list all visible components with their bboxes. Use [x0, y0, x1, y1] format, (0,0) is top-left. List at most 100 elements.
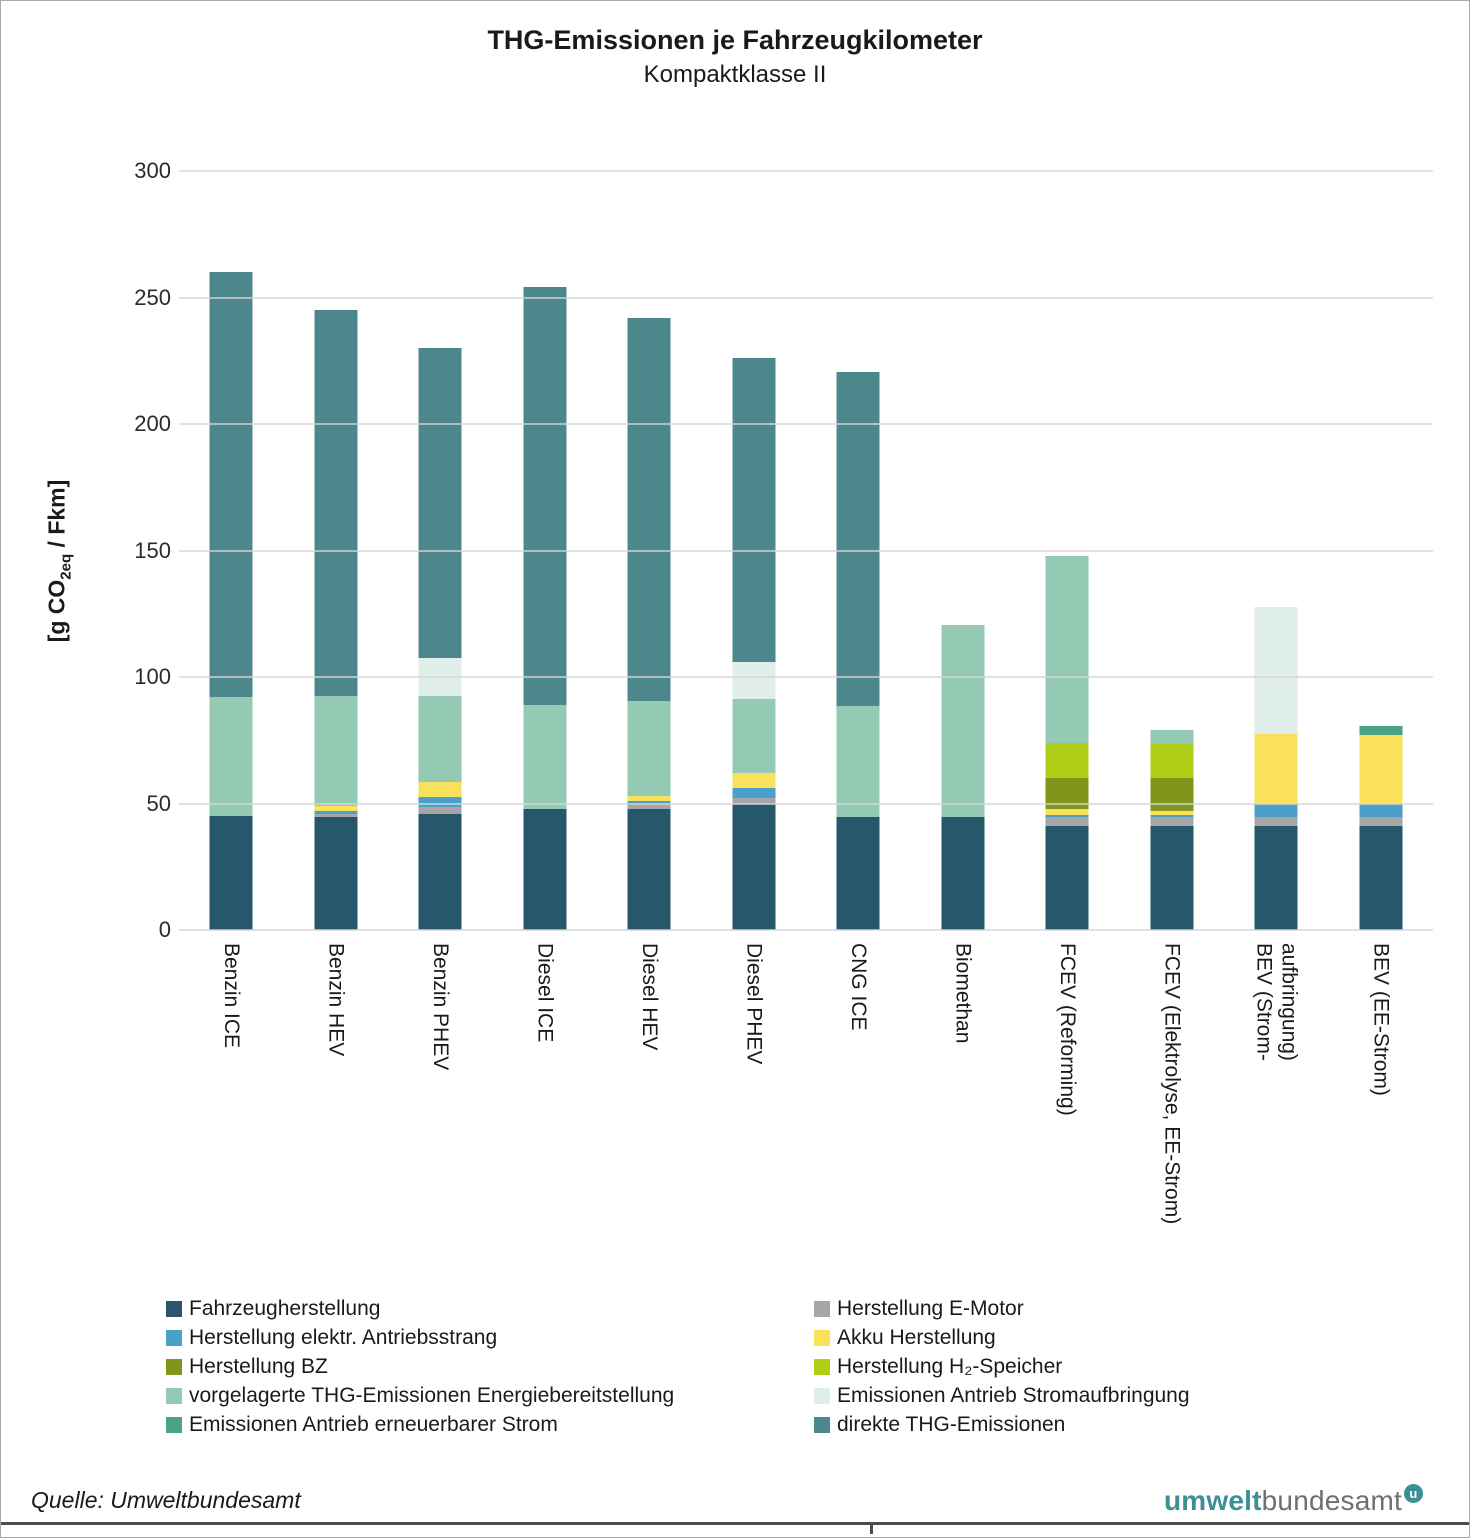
- bar-segment: [418, 813, 462, 930]
- bar-segment: [418, 782, 462, 798]
- bar-slot: [179, 171, 284, 930]
- bar-segment: [418, 797, 462, 808]
- legend-item: direkte THG-Emissionen: [814, 1410, 1190, 1439]
- x-axis-label: Benzin HEV: [324, 943, 348, 1057]
- bar-segment: [941, 817, 985, 930]
- bar-segment: [1359, 817, 1403, 827]
- bar-segment: [209, 816, 253, 930]
- bar-segment: [836, 706, 880, 818]
- bar-segment: [209, 272, 253, 698]
- bar-segment: [1359, 726, 1403, 736]
- x-axis-label: Benzin PHEV: [428, 943, 452, 1071]
- bar-slot: [1120, 171, 1225, 930]
- bar-segment: [1150, 817, 1194, 827]
- bar-segment: [1045, 742, 1089, 779]
- bar-segment: [627, 701, 671, 796]
- stacked-bar-10: [1150, 730, 1194, 930]
- bar-segment: [1045, 778, 1089, 809]
- x-axis-label: Benzin ICE: [219, 943, 243, 1049]
- y-tick-label-250: 250: [134, 284, 171, 310]
- legend-swatch-icon: [166, 1387, 182, 1404]
- logo-u-badge-icon: u: [1404, 1484, 1423, 1503]
- legend-label: Emissionen Antrieb erneuerbarer Strom: [189, 1412, 558, 1436]
- x-axis-label: Diesel ICE: [533, 943, 557, 1043]
- legend-item: Herstellung elektr. Antriebsstrang: [166, 1323, 814, 1352]
- legend-item: Akku Herstellung: [814, 1323, 1190, 1352]
- bar-segment: [1150, 744, 1194, 779]
- bar-segment: [941, 625, 985, 818]
- chart-title: THG-Emissionen je Fahrzeugkilometer: [487, 25, 983, 55]
- bar-segment: [732, 698, 776, 774]
- bar-slot: [1329, 171, 1434, 930]
- umweltbundesamt-logo: umweltbundesamt u: [1164, 1484, 1423, 1517]
- bar-segment: [1254, 607, 1298, 734]
- bar-segment: [209, 697, 253, 817]
- legend-swatch-icon: [166, 1358, 182, 1375]
- bar-segment: [1254, 817, 1298, 827]
- legend-item: Emissionen Antrieb erneuerbarer Strom: [166, 1410, 814, 1439]
- legend-item: vorgelagerte THG-Emissionen Energieberei…: [166, 1381, 814, 1410]
- legend-label: Herstellung H₂-Speicher: [837, 1354, 1063, 1378]
- bar-segment: [1254, 826, 1298, 930]
- bar-segment: [523, 704, 567, 809]
- bottom-border-tick: [870, 1522, 873, 1534]
- legend-swatch-icon: [814, 1329, 830, 1346]
- bar-segment: [836, 372, 880, 707]
- legend-swatch-icon: [166, 1300, 182, 1317]
- legend-label: direkte THG-Emissionen: [837, 1412, 1066, 1436]
- bar-segment: [1045, 555, 1089, 743]
- chart-subtitle: Kompaktklasse II: [643, 61, 827, 88]
- x-axis-label: BEV (EE-Strom): [1369, 943, 1393, 1096]
- plot-area: [179, 171, 1433, 930]
- bar-slot: [493, 171, 598, 930]
- bar-segment: [1150, 778, 1194, 812]
- x-label-slot: BEV (Strom- aufbringung): [1224, 943, 1329, 1224]
- legend-item: Fahrzeugherstellung: [166, 1294, 814, 1323]
- bar-segment: [836, 817, 880, 930]
- bar-segment: [732, 358, 776, 662]
- bar-slot: [1015, 171, 1120, 930]
- bar-segment: [732, 798, 776, 804]
- x-label-slot: FCEV (Reforming): [1015, 943, 1120, 1224]
- x-label-slot: Diesel ICE: [493, 943, 598, 1224]
- x-axis-label: FCEV (Elektrolyse, EE-Strom): [1160, 943, 1184, 1225]
- bar-segment: [1045, 814, 1089, 818]
- bar-segment: [627, 801, 671, 804]
- stacked-bar-1: [209, 272, 253, 930]
- bar-segment: [1045, 826, 1089, 930]
- y-axis-title-prefix: [g CO: [43, 579, 70, 643]
- legend-label: Herstellung elektr. Antriebsstrang: [189, 1325, 498, 1349]
- y-tick-label-300: 300: [134, 158, 171, 183]
- legend-label: Herstellung BZ: [189, 1354, 328, 1378]
- bar-segment: [627, 795, 671, 801]
- bar-segment: [732, 788, 776, 799]
- x-axis-label: CNG ICE: [846, 943, 870, 1031]
- stacked-bar-5: [627, 317, 671, 930]
- x-axis-label: Diesel PHEV: [742, 943, 766, 1065]
- bar-segment: [1359, 735, 1403, 804]
- bar-segment: [1150, 826, 1194, 930]
- legend-swatch-icon: [814, 1387, 830, 1404]
- x-label-slot: BEV (EE-Strom): [1329, 943, 1434, 1224]
- bar-slot: [806, 171, 911, 930]
- bar-segment: [1150, 811, 1194, 815]
- x-label-slot: Diesel HEV: [597, 943, 702, 1224]
- y-tick-label-150: 150: [134, 537, 171, 563]
- bar-segment: [1254, 733, 1298, 804]
- x-axis-label: Biomethan: [951, 943, 975, 1044]
- bar-slot: [911, 171, 1016, 930]
- x-label-slot: Biomethan: [911, 943, 1016, 1224]
- bar-segment: [1150, 730, 1194, 745]
- bar-slot: [702, 171, 807, 930]
- legend-label: Akku Herstellung: [837, 1325, 996, 1349]
- legend-item: Herstellung E-Motor: [814, 1294, 1190, 1323]
- bar-segment: [418, 658, 462, 697]
- bar-segment: [418, 807, 462, 814]
- stacked-bar-6: [732, 358, 776, 930]
- stacked-bar-11: [1254, 607, 1298, 930]
- bar-segment: [627, 803, 671, 809]
- bar-segment: [732, 803, 776, 930]
- bar-segment: [1359, 826, 1403, 930]
- bar-segment: [1150, 814, 1194, 818]
